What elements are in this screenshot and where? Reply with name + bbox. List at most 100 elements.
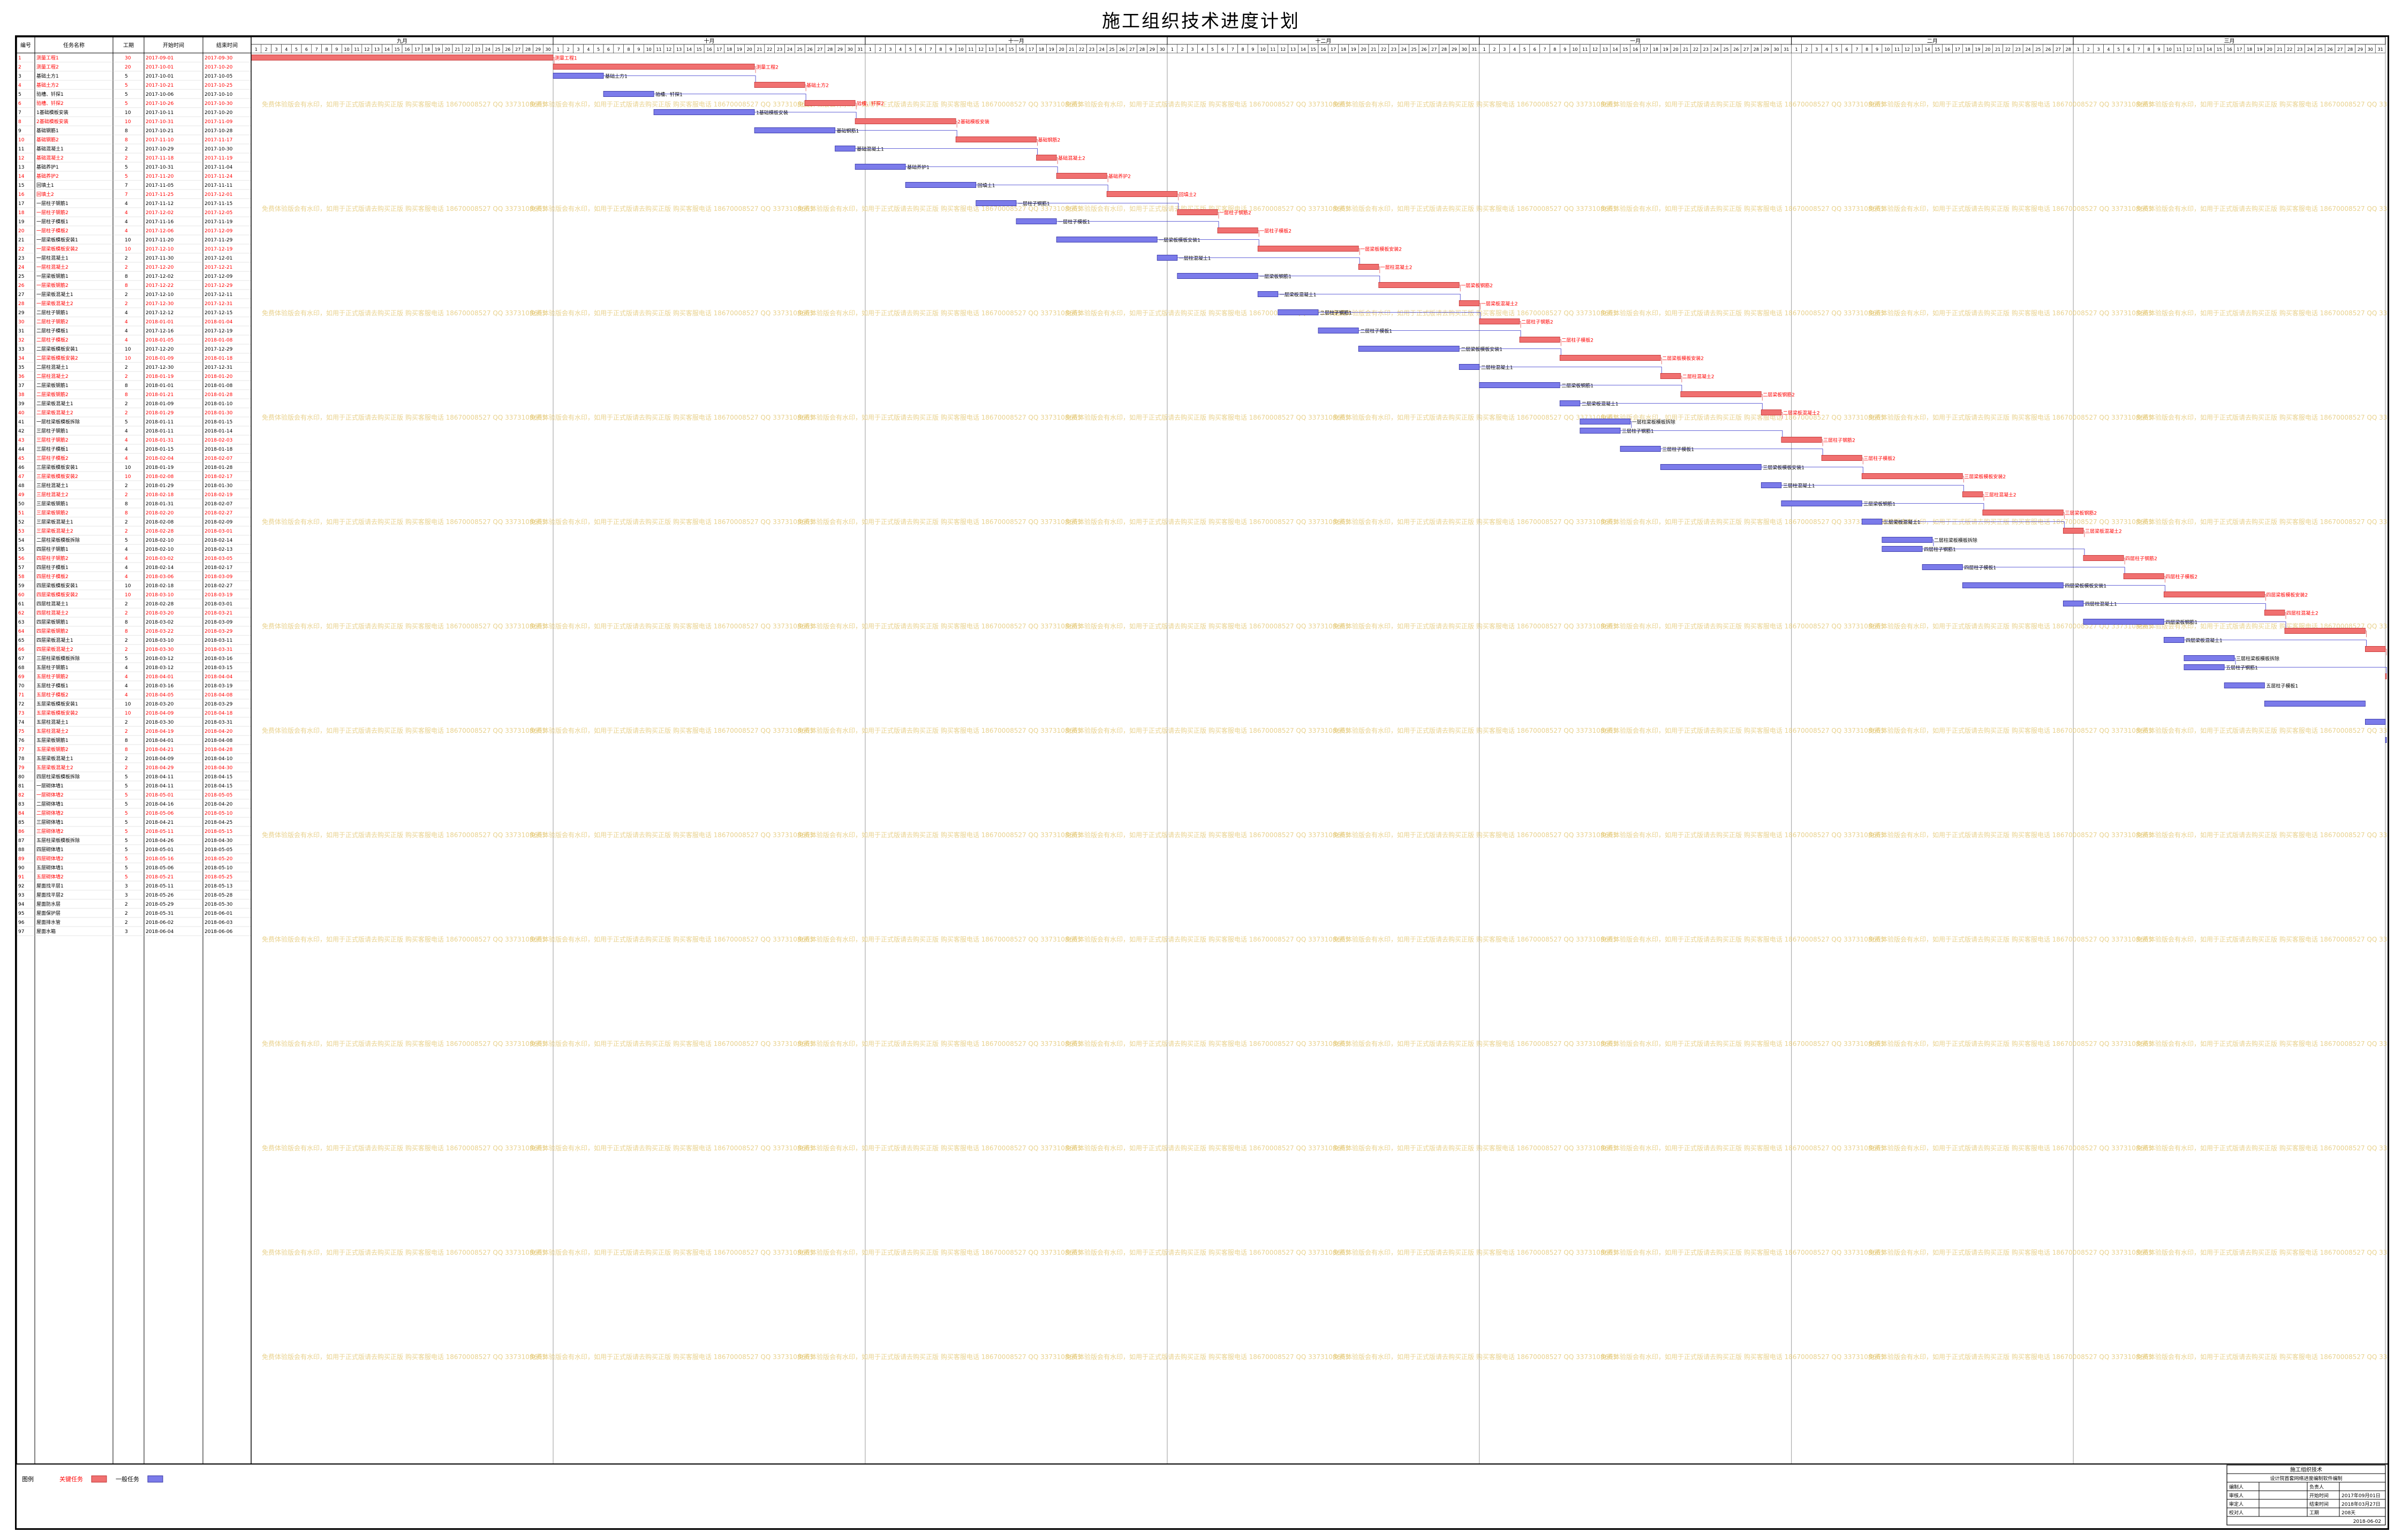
- day-label: 22: [767, 47, 772, 52]
- critical-task-bar[interactable]: [1106, 191, 1178, 197]
- normal-task-bar[interactable]: [2365, 719, 2386, 725]
- critical-task-bar[interactable]: [1459, 300, 1480, 306]
- critical-task-bar[interactable]: [2163, 591, 2265, 598]
- normal-task-bar[interactable]: [1962, 582, 2064, 589]
- normal-task-bar[interactable]: [1882, 546, 1923, 552]
- task-id: 31: [18, 329, 24, 334]
- normal-task-bar[interactable]: [1278, 309, 1319, 315]
- normal-task-bar[interactable]: [754, 127, 835, 133]
- critical-task-bar[interactable]: [804, 100, 856, 107]
- normal-task-bar[interactable]: [2184, 655, 2235, 662]
- normal-task-bar[interactable]: [1358, 346, 1460, 352]
- task-duration: 10: [125, 110, 131, 116]
- normal-task-bar[interactable]: [1620, 446, 1661, 452]
- critical-task-bar[interactable]: [1982, 510, 2064, 516]
- normal-task-bar[interactable]: [1318, 328, 1359, 334]
- task-end: 2017-12-29: [205, 283, 233, 289]
- dependency-link: [654, 94, 806, 101]
- normal-task-bar[interactable]: [1761, 482, 1782, 489]
- critical-task-bar[interactable]: [1378, 282, 1460, 288]
- critical-task-bar[interactable]: [955, 136, 1037, 142]
- critical-task-bar[interactable]: [754, 82, 805, 88]
- normal-task-bar[interactable]: [1781, 500, 1862, 507]
- normal-task-bar[interactable]: [1157, 254, 1178, 261]
- normal-task-bar[interactable]: [1459, 364, 1480, 370]
- dependency-link: [905, 166, 1058, 173]
- critical-task-bar[interactable]: [2385, 673, 2387, 680]
- normal-task-bar[interactable]: [855, 163, 906, 170]
- critical-task-bar[interactable]: [2083, 555, 2124, 562]
- task-start: 2018-01-01: [146, 320, 173, 325]
- normal-task-bar[interactable]: [2224, 682, 2265, 689]
- critical-task-bar[interactable]: [1761, 409, 1782, 416]
- normal-task-bar[interactable]: [976, 200, 1017, 206]
- critical-task-bar[interactable]: [1821, 455, 1862, 461]
- normal-task-bar[interactable]: [2385, 737, 2387, 744]
- critical-task-bar[interactable]: [2063, 528, 2084, 534]
- normal-task-bar[interactable]: [1177, 272, 1258, 279]
- critical-task-bar[interactable]: [1680, 391, 1762, 398]
- day-label: 28: [2066, 47, 2071, 52]
- normal-task-bar[interactable]: [1922, 564, 1963, 571]
- task-start: 2018-01-15: [146, 447, 173, 452]
- normal-task-bar[interactable]: [1016, 218, 1057, 224]
- critical-task-bar[interactable]: [1861, 473, 1963, 480]
- watermark-text: 免费体验版会有水印，如用于正式版请去购买正版 购买客服电话 1867000852…: [1600, 622, 1884, 630]
- normal-task-bar[interactable]: [835, 145, 856, 151]
- day-label: 19: [1975, 47, 1980, 52]
- critical-task-bar[interactable]: [1056, 172, 1107, 179]
- critical-task-bar[interactable]: [2264, 610, 2285, 616]
- normal-task-bar[interactable]: [1479, 382, 1560, 389]
- task-end: 2018-01-04: [205, 320, 233, 325]
- normal-task-bar[interactable]: [553, 73, 604, 79]
- task-name: 一层梁板模板安装2: [36, 246, 78, 252]
- normal-task-bar[interactable]: [1580, 428, 1621, 434]
- normal-task-bar[interactable]: [2264, 701, 2366, 707]
- critical-task-bar[interactable]: [1177, 209, 1218, 215]
- task-id: 45: [18, 456, 24, 461]
- critical-task-bar[interactable]: [553, 64, 755, 70]
- day-label: 10: [646, 47, 652, 52]
- normal-task-bar[interactable]: [1660, 464, 1762, 471]
- day-label: 2: [1181, 47, 1184, 52]
- normal-task-bar[interactable]: [1056, 236, 1158, 242]
- critical-task-bar[interactable]: [1962, 491, 1983, 498]
- critical-task-bar[interactable]: [1036, 154, 1057, 161]
- normal-task-bar[interactable]: [653, 109, 755, 115]
- watermark-text: 免费体验版会有水印，如用于正式版请去购买正版 购买客服电话 1867000852…: [1333, 726, 1617, 734]
- normal-task-bar[interactable]: [1580, 419, 1631, 425]
- critical-task-bar[interactable]: [855, 118, 956, 124]
- task-start: 2017-10-06: [146, 92, 174, 97]
- normal-task-bar[interactable]: [2184, 664, 2225, 671]
- critical-task-bar[interactable]: [2365, 646, 2386, 653]
- normal-task-bar[interactable]: [1882, 537, 1933, 543]
- critical-task-bar[interactable]: [1559, 355, 1661, 361]
- task-start: 2018-01-19: [146, 465, 174, 471]
- normal-task-bar[interactable]: [603, 91, 654, 97]
- critical-task-bar[interactable]: [2123, 573, 2164, 580]
- watermark-text: 免费体验版会有水印，如用于正式版请去购买正版 购买客服电话 1867000852…: [2136, 413, 2388, 421]
- task-end: 2018-02-07: [205, 502, 232, 507]
- critical-task-bar[interactable]: [1257, 245, 1359, 252]
- normal-task-bar[interactable]: [2063, 601, 2084, 607]
- critical-task-bar[interactable]: [1479, 318, 1520, 325]
- normal-task-bar[interactable]: [1861, 519, 1883, 525]
- task-name: 测量工程2: [36, 64, 59, 70]
- normal-task-bar[interactable]: [905, 181, 977, 188]
- critical-task-bar[interactable]: [251, 55, 554, 61]
- critical-task-bar[interactable]: [1217, 227, 1258, 233]
- task-start: 2018-02-10: [146, 547, 174, 552]
- watermark-text: 免费体验版会有水印，如用于正式版请去购买正版 购买客服电话 1867000852…: [1065, 1353, 1349, 1361]
- normal-task-bar[interactable]: [1257, 291, 1279, 297]
- normal-task-bar[interactable]: [2083, 619, 2164, 625]
- critical-task-bar[interactable]: [2284, 628, 2366, 634]
- day-label: 28: [525, 47, 531, 52]
- critical-task-bar[interactable]: [1358, 263, 1379, 270]
- normal-task-bar[interactable]: [1559, 400, 1581, 407]
- normal-task-bar[interactable]: [2163, 637, 2185, 643]
- critical-task-bar[interactable]: [1519, 337, 1560, 343]
- critical-task-bar[interactable]: [1660, 373, 1681, 380]
- critical-task-bar[interactable]: [1781, 437, 1822, 443]
- task-end: 2018-02-27: [205, 511, 232, 516]
- day-label: 8: [1553, 47, 1556, 52]
